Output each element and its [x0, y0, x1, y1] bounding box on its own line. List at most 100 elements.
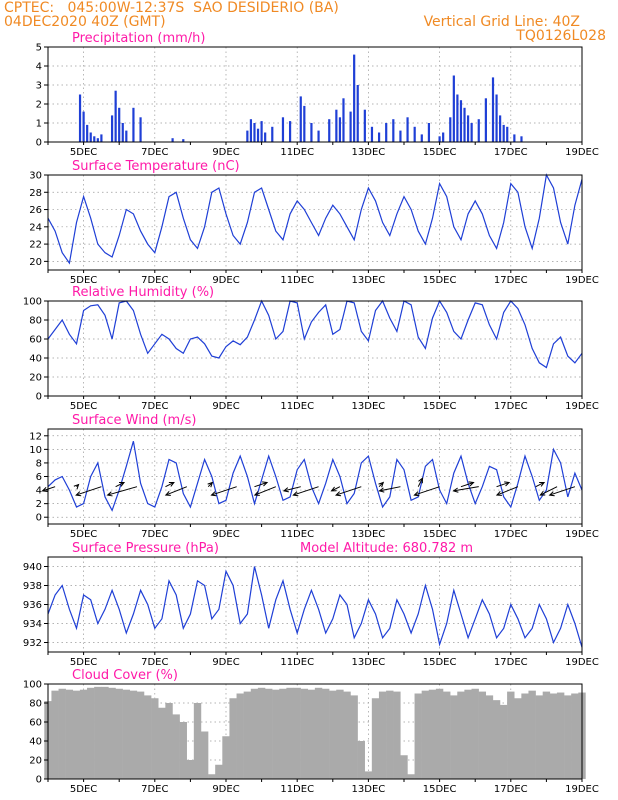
wind-arrow [107, 486, 138, 496]
wind-arrow [283, 486, 301, 492]
data-bar [96, 138, 99, 142]
y-tick-label: 0 [36, 138, 42, 149]
data-bar [456, 94, 459, 142]
y-tick-label: 60 [29, 335, 42, 346]
y-tick-label: 5 [36, 43, 42, 54]
wind-arrow-head [75, 491, 82, 497]
data-bar [463, 107, 466, 142]
wind-arrow-head [539, 481, 546, 487]
y-tick-label: 4 [36, 62, 42, 73]
series-line [47, 441, 583, 512]
data-bar [521, 693, 529, 779]
data-bar [400, 755, 408, 779]
data-bar [464, 689, 472, 779]
x-tick-label: 7DEC [141, 657, 168, 668]
y-tick-label: 100 [23, 680, 42, 691]
data-bar [121, 123, 124, 142]
wind-arrow-head [468, 481, 475, 487]
x-tick-label: 5DEC [70, 275, 97, 286]
x-tick-label: 17DEC [494, 657, 528, 668]
data-bar [272, 689, 280, 779]
data-bar [93, 136, 96, 142]
plot-frame [47, 300, 583, 397]
x-tick-label: 7DEC [141, 147, 168, 158]
y-tick-label: 938 [23, 581, 42, 592]
wind-arrow-head [262, 481, 269, 487]
y-tick-label: 60 [29, 718, 42, 729]
header-date: 04DEC2020 40Z (GMT) [4, 14, 166, 30]
data-bar [86, 124, 89, 142]
x-tick-label: 15DEC [423, 147, 457, 158]
data-bar [264, 132, 267, 142]
data-bar [257, 687, 266, 779]
data-bar [399, 130, 402, 142]
x-tick-label: 7DEC [141, 401, 168, 412]
y-tick-label: 10 [29, 445, 42, 456]
series-line [47, 173, 583, 265]
y-tick-label: 0 [36, 513, 42, 524]
x-tick-label: 19DEC [565, 275, 599, 286]
data-bar [414, 693, 422, 779]
y-tick-label: 3 [36, 81, 42, 92]
x-tick-label: 9DEC [212, 401, 239, 412]
data-bar [314, 687, 323, 779]
data-bar [118, 107, 121, 142]
x-tick-label: 13DEC [352, 147, 386, 158]
panel-title: Precipitation (mm/h) [72, 31, 205, 46]
x-tick-label: 7DEC [141, 529, 168, 540]
x-tick-label: 17DEC [494, 401, 528, 412]
series-line [47, 299, 583, 369]
y-tick-label: 100 [23, 297, 42, 308]
y-tick-label: 40 [29, 737, 42, 748]
data-bar [492, 700, 501, 779]
data-bar [535, 695, 543, 779]
header-grid-note: Vertical Grid Line: 40Z [423, 14, 580, 30]
data-bar [484, 98, 487, 142]
data-bar [466, 115, 470, 142]
data-bar [271, 126, 274, 142]
data-bar [317, 130, 320, 142]
header-model-id: TQ0126L028 [516, 28, 606, 44]
y-tick-label: 6 [36, 472, 42, 483]
data-bar [443, 691, 451, 779]
x-tick-label: 13DEC [352, 401, 386, 412]
data-bar [281, 117, 285, 142]
data-bar [89, 132, 92, 142]
wind-arrow-head [253, 491, 260, 496]
data-bar [288, 121, 292, 142]
data-bar [94, 686, 102, 779]
panel-title: Surface Pressure (hPa) [72, 541, 219, 556]
plot-frame [47, 683, 583, 780]
data-bar [378, 691, 387, 779]
data-bar [208, 774, 216, 779]
wind-arrow-head [413, 491, 420, 497]
data-bar [303, 105, 306, 142]
wind-arrow-head [418, 477, 423, 484]
data-bar [385, 123, 388, 142]
data-bar [349, 111, 352, 142]
x-tick-label: 15DEC [423, 529, 457, 540]
data-bar [428, 689, 437, 779]
data-bar [110, 115, 114, 142]
wind-arrow-head [452, 487, 459, 493]
data-bar [506, 126, 509, 142]
wind-arrow [460, 482, 474, 488]
x-tick-label: 9DEC [212, 529, 239, 540]
wind-arrow [335, 486, 362, 496]
data-bar [386, 690, 394, 779]
y-tick-label: 20 [29, 257, 42, 268]
data-bar [342, 98, 345, 142]
data-bar [449, 117, 452, 142]
data-bar [420, 134, 423, 142]
data-bar [357, 741, 365, 779]
y-tick-label: 20 [29, 756, 42, 767]
data-bar [100, 134, 103, 142]
x-tick-label: 7DEC [141, 275, 168, 286]
data-bar [179, 722, 187, 779]
x-tick-label: 5DEC [70, 657, 97, 668]
wind-arrow [496, 482, 510, 488]
x-tick-label: 15DEC [423, 401, 457, 412]
data-bar [513, 134, 516, 142]
data-bar [528, 690, 536, 779]
